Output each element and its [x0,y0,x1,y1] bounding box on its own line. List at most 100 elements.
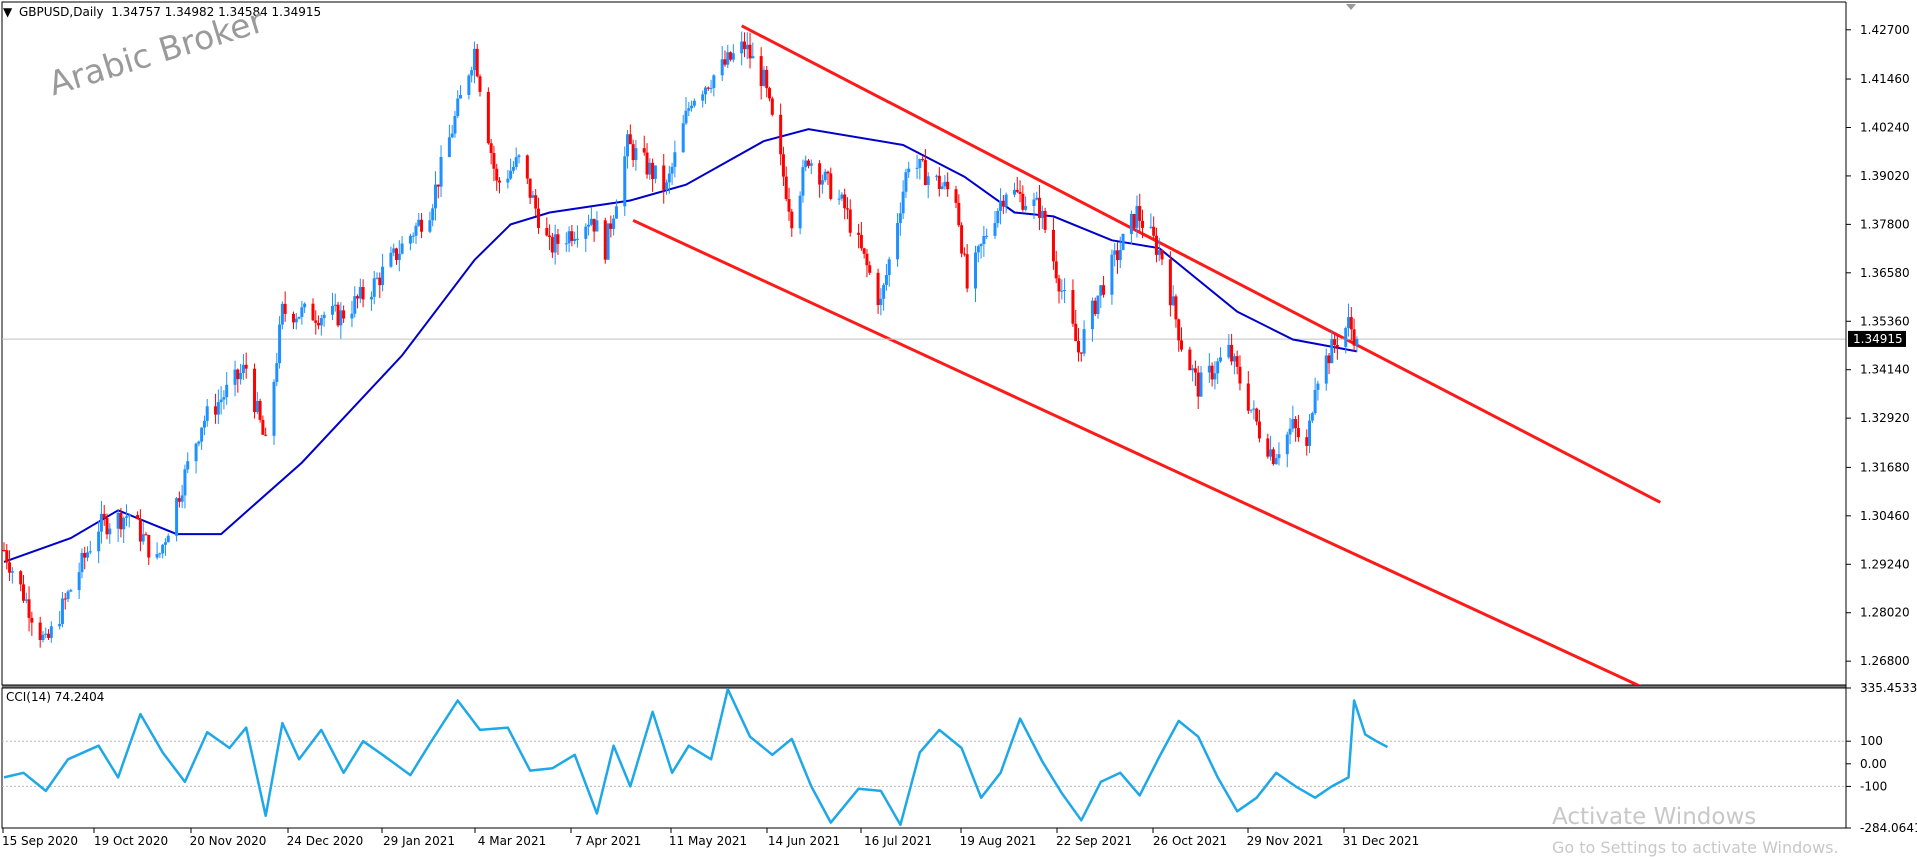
candle-body [1132,213,1136,228]
candle-body [623,156,627,207]
candle-body [653,165,657,179]
candle-body [1040,210,1044,218]
candle [200,427,204,450]
candle [751,42,755,59]
candle [740,31,744,66]
candle-body [1024,205,1028,210]
candle [648,158,652,180]
candle-body [300,307,304,317]
candle-body [136,514,140,520]
candle-body [1110,254,1114,295]
candle [414,222,418,244]
candle-body [706,87,710,89]
candle-body [239,372,243,380]
candle [1196,365,1200,410]
candle-body [175,498,179,536]
candle [1238,355,1242,391]
candle-body [5,550,9,563]
candle-body [965,254,969,289]
date-tick-label: 16 Jul 2021 [864,834,932,848]
candle-body [960,225,964,254]
candle-body [472,48,476,71]
candle-body [1232,356,1236,362]
candle-body [1096,295,1100,315]
candle [1004,192,1008,214]
candle [531,190,535,199]
candle [670,162,674,185]
candle-body [1121,233,1125,250]
candle-body [645,152,649,175]
candle-body [186,461,190,470]
candle [219,386,223,415]
candle [567,226,571,253]
date-tick-label: 29 Jan 2021 [383,834,455,848]
candle-body [545,227,549,236]
candle-body [801,167,805,196]
candle-body [896,222,900,260]
candle-body [303,303,307,308]
candle-body [88,551,92,553]
candle [570,225,574,247]
price-tick-label: 1.36580 [1860,266,1910,280]
candle [166,533,170,543]
candle [1015,176,1019,194]
candle-body [1207,365,1211,373]
candle [865,249,869,278]
symbol-label: GBPUSD,Daily [19,5,104,19]
candle-body [879,298,883,306]
candle-body [762,69,766,86]
candle-body [436,184,440,187]
candle-body [514,157,518,167]
candle [976,244,980,263]
candle-body [567,231,571,244]
candle [124,504,128,526]
candle-body [550,237,554,253]
candle-body [319,318,323,326]
candle-body [726,52,730,65]
candle [358,278,362,304]
candle [937,167,941,197]
candle [381,253,385,292]
candle-body [1035,197,1039,200]
candle [255,391,259,415]
candle [411,232,415,244]
candle [400,236,404,255]
price-tick-label: 1.26800 [1860,654,1910,668]
candle [862,247,866,259]
candle-body [787,199,791,212]
candle [428,211,432,234]
candle-body [829,173,833,199]
candle [1138,193,1142,232]
candle [837,189,841,205]
candle-body [77,572,81,591]
candle [175,496,179,542]
candle [261,415,265,436]
candle-body [2,549,6,551]
candle [915,154,919,179]
candle [759,47,763,100]
candle [954,185,958,209]
chart-menu-arrow-icon[interactable]: ▼ [3,5,13,19]
candle-body [1038,197,1042,218]
candle [1330,329,1334,364]
candle-body [275,363,279,382]
candle [278,316,282,369]
candle [258,398,262,423]
candle-body [378,277,382,286]
candle-body [66,591,70,599]
candle-body [1216,361,1220,374]
candle [350,300,354,328]
candle [1257,409,1261,443]
candle [848,199,852,237]
candle-body [1032,199,1036,206]
date-tick-label: 31 Dec 2021 [1343,834,1420,848]
candle [5,544,9,570]
candle-body [216,402,220,415]
candle [1040,205,1044,229]
candle [1355,336,1359,353]
candle [205,398,209,427]
moving-average-layer [3,128,1358,563]
candle-body [1180,340,1184,350]
candle [1246,371,1250,415]
